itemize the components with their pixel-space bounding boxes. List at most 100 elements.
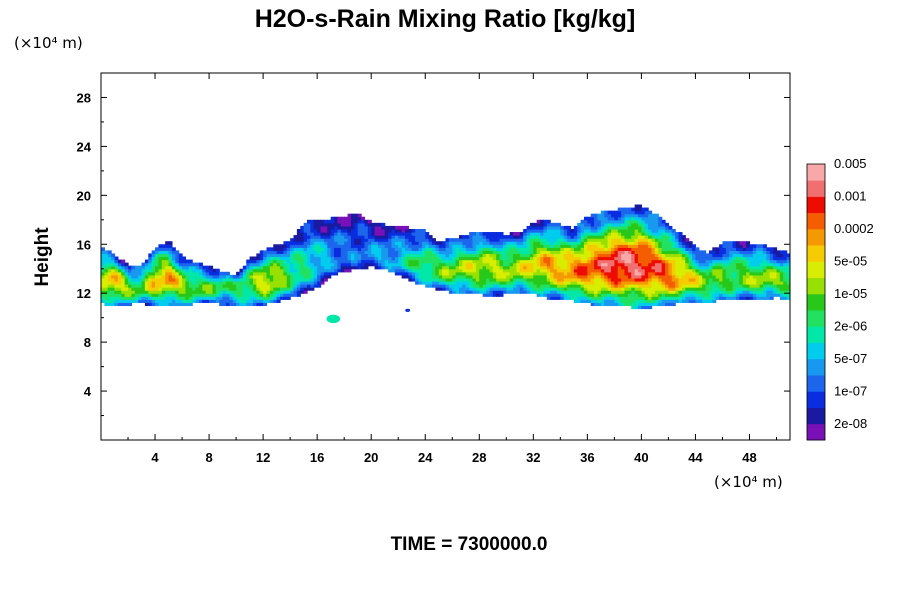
field-cell [286, 259, 291, 264]
field-cell [671, 241, 676, 245]
field-cell [658, 271, 663, 276]
field-cell [675, 241, 680, 245]
field-cell [337, 244, 342, 248]
field-cell [509, 256, 514, 261]
field-cell [175, 253, 180, 258]
field-cell [168, 262, 173, 267]
field-cell [418, 241, 423, 245]
field-cell [128, 280, 132, 285]
field-cell [425, 253, 430, 258]
field-cell [502, 265, 507, 270]
field-cell [631, 299, 636, 303]
field-cell [465, 268, 470, 273]
field-cell [722, 290, 727, 294]
field-cell [604, 302, 609, 307]
field-cell [229, 287, 234, 291]
field-cell [259, 262, 264, 267]
isolated-cell [326, 314, 341, 324]
field-cell [178, 299, 183, 303]
field-cell [725, 277, 730, 282]
field-cell [536, 277, 541, 282]
field-cell [398, 228, 403, 233]
field-cell [529, 241, 534, 245]
field-cell [104, 259, 109, 264]
field-cell [364, 256, 369, 261]
field-cell [452, 256, 457, 261]
field-cell [489, 241, 494, 245]
field-cell [263, 259, 268, 264]
field-cell [543, 277, 548, 282]
field-cell [489, 247, 494, 251]
field-cell [469, 268, 474, 273]
field-cell [698, 262, 703, 267]
field-cell [556, 238, 561, 242]
field-cell [536, 280, 541, 285]
field-cell [665, 302, 670, 307]
field-cell [128, 290, 132, 294]
field-cell [263, 265, 268, 270]
field-cell [165, 253, 170, 258]
field-cell [408, 259, 413, 264]
field-cell [627, 213, 632, 218]
field-cell [296, 284, 301, 288]
field-cell [665, 287, 670, 291]
field-cell [533, 256, 538, 261]
field-cell [685, 299, 690, 303]
field-cell [617, 210, 622, 215]
field-cell [587, 296, 592, 300]
field-cell [242, 268, 247, 273]
field-cell [165, 250, 170, 255]
field-cell [303, 253, 308, 258]
field-cell [394, 244, 399, 248]
field-cell [428, 256, 433, 261]
field-cell [607, 274, 612, 279]
field-cell [445, 250, 450, 255]
field-cell [540, 225, 545, 230]
field-cell [540, 228, 545, 233]
field-cell [472, 284, 477, 288]
field-cell [354, 244, 359, 248]
field-cell [175, 265, 180, 270]
field-cell [577, 287, 582, 291]
field-cell [583, 277, 588, 282]
field-cell [698, 290, 703, 294]
field-cell [381, 241, 386, 245]
field-cell [246, 290, 251, 294]
field-cell [756, 287, 761, 291]
field-cell [661, 296, 666, 300]
field-cell [526, 259, 531, 264]
field-cell [205, 284, 210, 288]
field-cell [722, 253, 727, 258]
field-cell [638, 280, 642, 285]
field-cell [459, 253, 463, 258]
field-cell [317, 232, 322, 236]
field-cell [708, 268, 713, 273]
field-cell [404, 228, 409, 233]
field-cell [641, 207, 646, 212]
field-cell [455, 290, 460, 294]
field-cell [411, 250, 416, 255]
field-cell [536, 253, 541, 258]
field-cell [506, 241, 511, 245]
field-cell [141, 290, 146, 294]
field-cell [661, 228, 666, 233]
field-cell [388, 235, 393, 239]
field-cell [232, 296, 237, 300]
field-cell [671, 268, 676, 273]
field-cell [685, 247, 690, 251]
field-cell [486, 250, 491, 255]
field-cell [597, 228, 602, 233]
field-cell [658, 274, 663, 279]
field-cell [624, 244, 629, 248]
field-cell [101, 293, 105, 297]
field-cell [374, 228, 379, 233]
field-cell [219, 277, 224, 282]
field-cell [540, 244, 545, 248]
field-cell [519, 247, 524, 251]
field-cell [101, 253, 105, 258]
field-cell [232, 280, 237, 285]
field-cell [138, 280, 143, 285]
field-cell [347, 241, 352, 245]
field-cell [509, 280, 514, 285]
field-cell [627, 299, 632, 303]
